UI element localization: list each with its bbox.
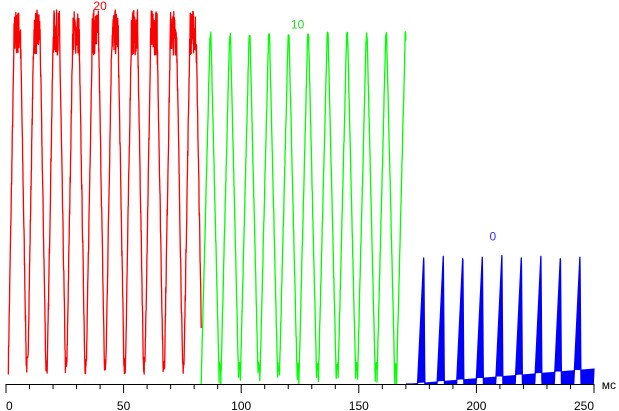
- x-tick-label: 200: [466, 399, 486, 411]
- series-line-20: [7, 9, 202, 375]
- x-tick-label: 0: [6, 399, 13, 411]
- x-tick-label: 250: [574, 399, 594, 411]
- x-tick-label: 150: [349, 399, 369, 411]
- series-label-0: 0: [490, 229, 497, 243]
- x-tick-label: 100: [231, 399, 251, 411]
- series-label-20: 20: [93, 0, 107, 13]
- series-label-10: 10: [291, 18, 305, 32]
- series-labels: 20 10 0: [93, 0, 496, 243]
- x-axis-unit-label: мс: [602, 378, 616, 392]
- series-line-0: [405, 254, 595, 385]
- x-tick-label: 50: [117, 399, 131, 411]
- x-axis-ticks: 0 50 100 150 200 250: [5, 384, 595, 411]
- series-line-10: [200, 31, 407, 385]
- series-layer: [7, 9, 595, 385]
